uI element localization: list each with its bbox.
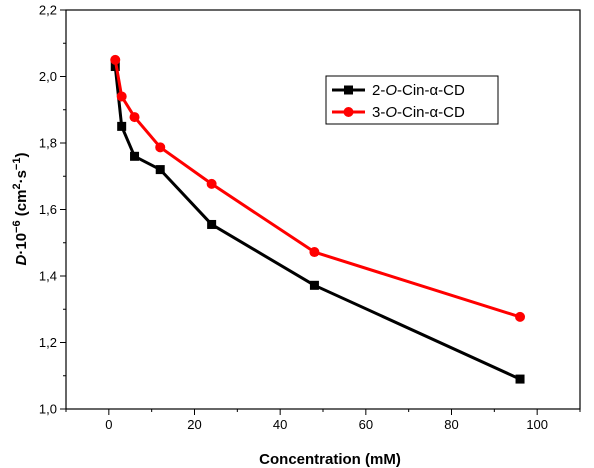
x-tick-label: 0 — [105, 417, 112, 432]
plot-frame — [65, 9, 581, 410]
series-2 — [110, 54, 526, 322]
y-tick-label: 1,8 — [39, 136, 57, 151]
legend-marker — [343, 107, 354, 117]
x-tick-label: 80 — [444, 417, 458, 432]
y-tick-label: 1,6 — [39, 202, 57, 217]
data-point — [155, 142, 166, 153]
data-point — [130, 151, 140, 161]
data-point — [206, 178, 217, 189]
y-axis-title: D·10−6 (cm2·s−1) — [11, 153, 30, 266]
y-tick-label: 1,0 — [39, 402, 57, 417]
data-point — [515, 311, 526, 322]
legend-box — [325, 75, 499, 125]
y-tick-label: 2,2 — [39, 3, 57, 18]
data-point — [117, 121, 127, 131]
data-point — [309, 280, 319, 290]
x-axis-title: Concentration (mM) — [259, 451, 401, 468]
data-point — [207, 219, 217, 229]
y-tick-label: 2,0 — [39, 69, 57, 84]
x-tick-label: 100 — [526, 417, 548, 432]
data-point — [110, 54, 121, 65]
x-tick-label: 40 — [273, 417, 287, 432]
data-point — [155, 165, 165, 175]
axes: 0 20 40 60 80 100 1,0 1,2 1,4 1,6 1,8 2,0 2,2 — [39, 3, 581, 432]
y-tick-label: 1,2 — [39, 335, 57, 350]
data-point — [309, 247, 320, 258]
data-point — [515, 374, 525, 384]
legend: 2-O-Cin-α-CD 3-O-Cin-α-CD — [325, 75, 499, 125]
legend-marker — [344, 85, 353, 95]
legend-label: 3-O-Cin-α-CD — [372, 104, 465, 121]
data-point — [129, 112, 140, 123]
legend-label: 2-O-Cin-α-CD — [372, 82, 465, 99]
series-layer — [110, 54, 526, 384]
x-tick-label: 60 — [359, 417, 373, 432]
x-tick-label: 20 — [187, 417, 201, 432]
y-tick-label: 1,4 — [39, 269, 57, 284]
data-point — [116, 91, 127, 102]
